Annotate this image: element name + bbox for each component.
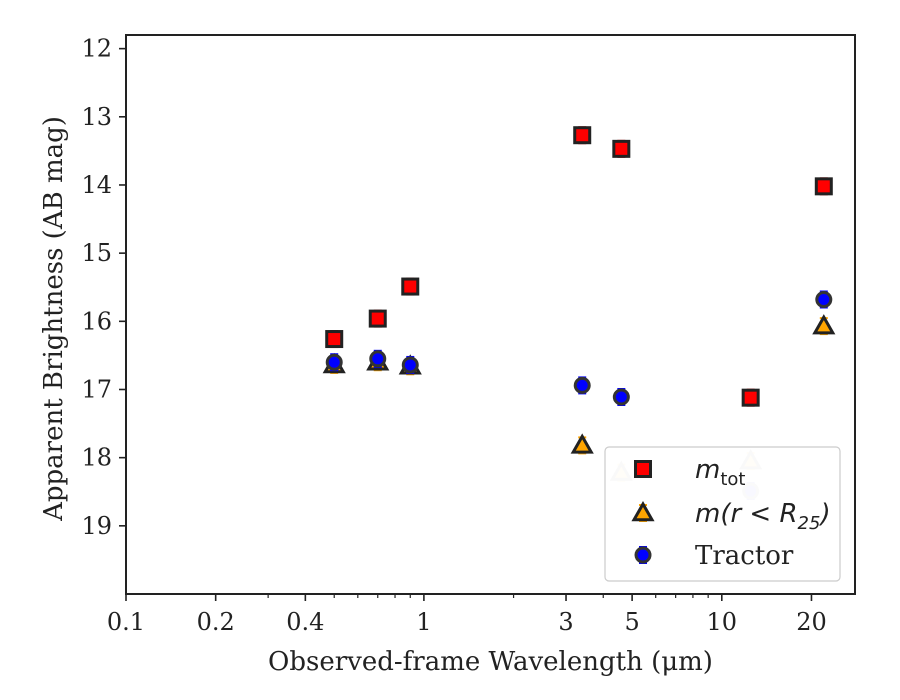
- legend-label: mtot: [695, 455, 745, 490]
- square-point: [612, 139, 631, 158]
- y-tick-label: 18: [81, 444, 112, 472]
- circle-point: [815, 290, 833, 309]
- circle-point: [612, 387, 630, 406]
- legend-square-icon: [634, 460, 652, 478]
- y-tick-label: 17: [81, 375, 112, 403]
- legend-box: [604, 446, 841, 582]
- circle-point: [401, 355, 419, 374]
- x-tick-label: 5: [624, 608, 639, 636]
- legend-entry: mtot: [634, 455, 745, 490]
- plot-frame: [125, 34, 856, 595]
- square-point: [368, 309, 387, 328]
- square-point: [814, 177, 833, 196]
- circle-point: [573, 376, 591, 395]
- x-axis-title: Observed-frame Wavelength (μm): [268, 647, 713, 677]
- legend-triangle-icon: [631, 500, 655, 522]
- y-tick-label: 15: [81, 239, 112, 267]
- square-point: [741, 388, 760, 407]
- square-point: [573, 126, 592, 145]
- x-tick-label: 3: [558, 608, 573, 636]
- x-tick-label: 0.4: [286, 608, 324, 636]
- square-point: [325, 330, 344, 349]
- y-tick-label: 19: [81, 512, 112, 540]
- square-point: [401, 277, 420, 296]
- y-axis-title: Apparent Brightness (AB mag): [39, 116, 69, 522]
- legend-label: Tractor: [695, 541, 794, 571]
- x-tick-label: 10: [707, 608, 738, 636]
- legend-circle-icon: [634, 546, 652, 564]
- triangle-point: [812, 314, 836, 336]
- circle-point: [325, 353, 343, 372]
- y-tick-label: 16: [81, 307, 112, 335]
- legend-entry: Tractor: [634, 541, 794, 571]
- legend-entry: m(r < R25): [631, 499, 831, 534]
- triangle-point: [570, 433, 594, 455]
- y-tick-label: 12: [81, 35, 112, 63]
- x-tick-label: 0.1: [107, 608, 145, 636]
- legend-label: m(r < R25): [695, 499, 831, 534]
- circle-point: [369, 349, 387, 368]
- y-tick-label: 14: [81, 171, 112, 199]
- x-tick-label: 0.2: [197, 608, 235, 636]
- legend: mtot m(r < R25) Tractor: [604, 446, 841, 582]
- data-points: [322, 126, 836, 501]
- x-tick-label: 1: [416, 608, 431, 636]
- y-tick-label: 13: [81, 103, 112, 131]
- x-tick-label: 20: [796, 608, 827, 636]
